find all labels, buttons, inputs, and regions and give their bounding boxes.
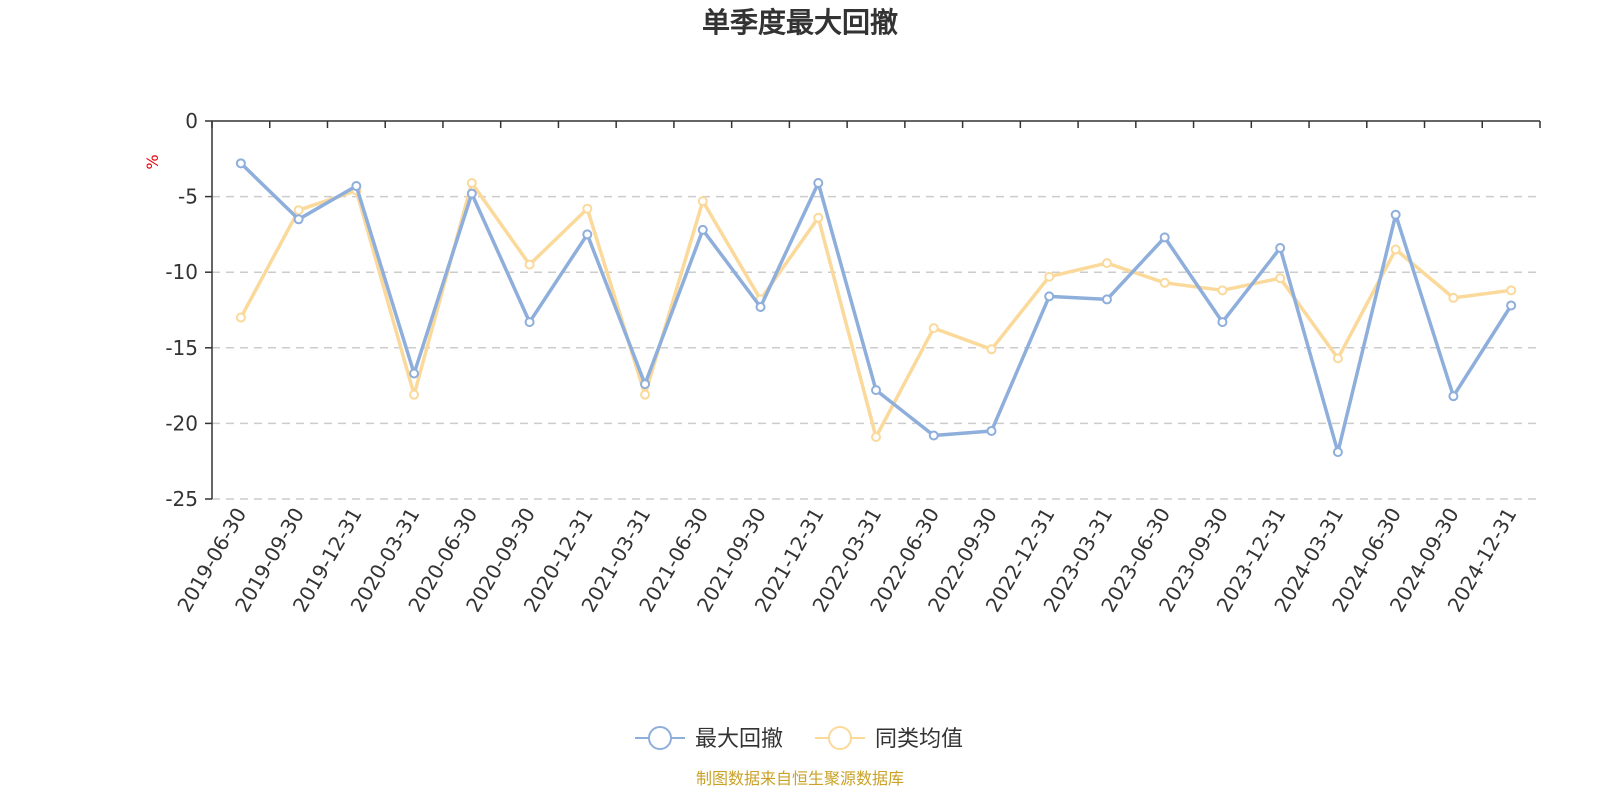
y-tick-label: 0 xyxy=(185,109,198,133)
data-point[interactable] xyxy=(293,205,304,216)
legend-label: 同类均值 xyxy=(875,727,963,752)
data-point[interactable] xyxy=(1506,285,1517,296)
data-point[interactable] xyxy=(1275,243,1286,254)
data-point[interactable] xyxy=(928,323,939,334)
data-point[interactable] xyxy=(697,224,708,235)
data-point[interactable] xyxy=(235,158,246,169)
x-axis-ticks: 2019-06-302019-09-302019-12-312020-03-31… xyxy=(172,121,1541,616)
data-point[interactable] xyxy=(466,177,477,188)
data-point[interactable] xyxy=(1159,232,1170,243)
data-point[interactable] xyxy=(1101,294,1112,305)
data-point[interactable] xyxy=(293,214,304,225)
data-point[interactable] xyxy=(1390,209,1401,220)
legend-label: 最大回撤 xyxy=(695,727,783,752)
y-tick-label: -5 xyxy=(178,185,198,209)
axes xyxy=(211,120,1540,499)
data-point[interactable] xyxy=(1506,300,1517,311)
data-point[interactable] xyxy=(928,430,939,441)
legend[interactable]: 最大回撤 同类均值 xyxy=(635,726,963,752)
gridlines xyxy=(212,195,1540,500)
data-point[interactable] xyxy=(466,188,477,199)
legend-marker xyxy=(648,726,672,750)
data-source-note: 制图数据来自恒生聚源数据库 xyxy=(696,769,904,788)
data-point[interactable] xyxy=(871,385,881,396)
series-line xyxy=(239,181,1512,439)
data-point[interactable] xyxy=(1159,277,1170,288)
data-point[interactable] xyxy=(1101,258,1112,269)
data-point[interactable] xyxy=(1332,353,1343,364)
data-point[interactable] xyxy=(351,181,362,192)
data-point[interactable] xyxy=(640,389,651,400)
data-point[interactable] xyxy=(813,212,824,223)
data-point[interactable] xyxy=(755,301,766,312)
y-tick-label: -15 xyxy=(165,336,198,360)
legend-item[interactable]: 同类均值 xyxy=(815,726,963,752)
data-point[interactable] xyxy=(1390,244,1401,255)
data-point[interactable] xyxy=(1332,447,1343,458)
data-point[interactable] xyxy=(986,344,997,355)
data-point[interactable] xyxy=(697,196,708,207)
data-point[interactable] xyxy=(986,425,997,436)
legend-marker xyxy=(828,726,852,750)
y-axis-ticks: 0 -5 -10 -15 -20 -25 xyxy=(165,109,212,511)
data-point[interactable] xyxy=(871,432,881,443)
data-point[interactable] xyxy=(524,317,535,328)
data-point[interactable] xyxy=(235,312,246,323)
data-point[interactable] xyxy=(1217,317,1228,328)
data-point[interactable] xyxy=(582,229,593,240)
data-point[interactable] xyxy=(582,203,593,214)
data-point[interactable] xyxy=(1217,285,1228,296)
data-point[interactable] xyxy=(1044,291,1055,302)
data-point[interactable] xyxy=(813,177,824,188)
y-axis-unit: % xyxy=(143,154,162,169)
data-point[interactable] xyxy=(1448,391,1459,402)
data-point[interactable] xyxy=(1275,273,1286,284)
series-lines xyxy=(235,158,1517,458)
y-tick-label: -25 xyxy=(165,487,198,511)
chart-title: 单季度最大回撤 xyxy=(702,6,898,39)
data-point[interactable] xyxy=(640,379,651,390)
data-point[interactable] xyxy=(409,368,420,379)
y-tick-label: -10 xyxy=(165,260,198,284)
data-point[interactable] xyxy=(1044,271,1055,282)
data-point[interactable] xyxy=(409,389,420,400)
y-tick-label: -20 xyxy=(165,411,198,435)
data-point[interactable] xyxy=(524,259,535,270)
data-point[interactable] xyxy=(1448,292,1459,303)
series-line xyxy=(239,162,1513,454)
legend-item[interactable]: 最大回撤 xyxy=(635,726,783,752)
